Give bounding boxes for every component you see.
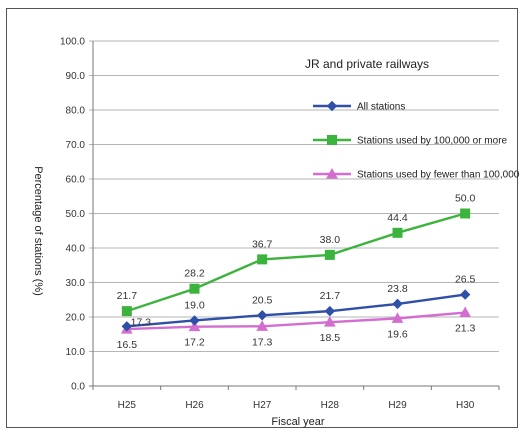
data-point xyxy=(459,306,472,318)
data-point xyxy=(189,315,200,326)
data-label: 23.8 xyxy=(387,283,408,295)
y-tick-label: 80.0 xyxy=(66,106,86,117)
data-point xyxy=(323,316,336,327)
data-label: 17.3 xyxy=(131,316,152,328)
y-tick-labels: 0.0 10.0 20.0 30.0 40.0 50.0 60.0 70.0 80.0 90.0 1… xyxy=(60,37,85,393)
data-label: 50.0 xyxy=(455,193,476,205)
legend-label: All stations xyxy=(357,102,405,113)
x-tick-label: H30 xyxy=(456,400,475,411)
series-line xyxy=(126,311,466,331)
data-label: 21.3 xyxy=(455,323,476,335)
data-label: 21.7 xyxy=(320,290,341,302)
chart-frame: 0.0 10.0 20.0 30.0 40.0 50.0 60.0 70.0 80.0 90.0 1… xyxy=(6,8,519,429)
data-point xyxy=(256,320,269,331)
data-label: 16.5 xyxy=(117,339,138,351)
legend-label: Stations used by fewer than 100,000 xyxy=(357,170,519,181)
data-point xyxy=(392,227,403,238)
y-tick-label: 60.0 xyxy=(66,175,86,186)
series-line xyxy=(126,212,466,313)
data-label: 17.3 xyxy=(252,336,273,348)
y-tick-label: 30.0 xyxy=(66,278,86,289)
data-label: 19.6 xyxy=(387,328,408,340)
y-tick-label: 70.0 xyxy=(66,140,86,151)
y-tick-label: 50.0 xyxy=(66,209,86,220)
line-chart: 0.0 10.0 20.0 30.0 40.0 50.0 60.0 70.0 80.0 90.0 1… xyxy=(32,37,519,429)
y-tick-label: 40.0 xyxy=(66,244,86,255)
data-label: 20.5 xyxy=(252,294,273,306)
y-tick-label: 90.0 xyxy=(66,71,86,82)
data-label: 19.0 xyxy=(184,299,205,311)
gridlines xyxy=(89,40,500,390)
data-point xyxy=(392,298,403,310)
y-tick-label: 20.0 xyxy=(66,313,86,324)
legend: All stations Stations used by 100,000 or … xyxy=(313,100,519,181)
x-tick-label: H25 xyxy=(118,400,137,411)
data-point xyxy=(121,321,133,332)
data-point xyxy=(459,289,471,300)
data-point xyxy=(324,249,335,260)
data-point xyxy=(391,312,404,323)
data-point xyxy=(256,310,268,321)
data-label: 44.4 xyxy=(387,212,408,224)
data-label: 38.0 xyxy=(320,234,341,246)
data-label: 18.5 xyxy=(320,332,341,344)
x-tick-label: H26 xyxy=(185,400,204,411)
data-label: 28.2 xyxy=(184,268,205,280)
x-tick-label: H27 xyxy=(253,400,272,411)
data-label: 17.2 xyxy=(184,337,205,349)
data-label: 26.5 xyxy=(455,274,476,286)
y-tick-label: 100.0 xyxy=(60,37,85,48)
y-tick-label: 0.0 xyxy=(71,382,85,393)
legend-marker xyxy=(326,100,338,112)
legend-label: Stations used by 100,000 or more xyxy=(357,136,508,147)
data-point xyxy=(257,254,268,265)
legend-marker xyxy=(327,135,337,145)
data-point xyxy=(324,305,336,317)
series-group xyxy=(120,208,472,334)
y-tick-label: 10.0 xyxy=(66,347,86,358)
x-axis-title: Fiscal year xyxy=(271,416,325,428)
data-label: 21.7 xyxy=(117,290,138,302)
data-label: 36.7 xyxy=(252,238,273,250)
data-point xyxy=(121,306,132,317)
chart-subtitle: JR and private railways xyxy=(305,57,429,71)
x-tick-labels: H25 H26 H27 H28 H29 H30 xyxy=(118,400,475,411)
y-axis-title: Percentage of stations (%) xyxy=(32,166,44,296)
x-tick-label: H28 xyxy=(321,400,340,411)
data-point xyxy=(189,283,200,294)
series-line xyxy=(126,293,466,328)
data-point xyxy=(460,208,471,219)
x-tick-label: H29 xyxy=(388,400,407,411)
data-labels: 17.3 19.0 20.5 21.7 23.8 26.5 21.7 28.2 36.7 38.0… xyxy=(117,193,476,352)
data-point xyxy=(188,320,201,332)
legend-marker xyxy=(326,167,338,179)
